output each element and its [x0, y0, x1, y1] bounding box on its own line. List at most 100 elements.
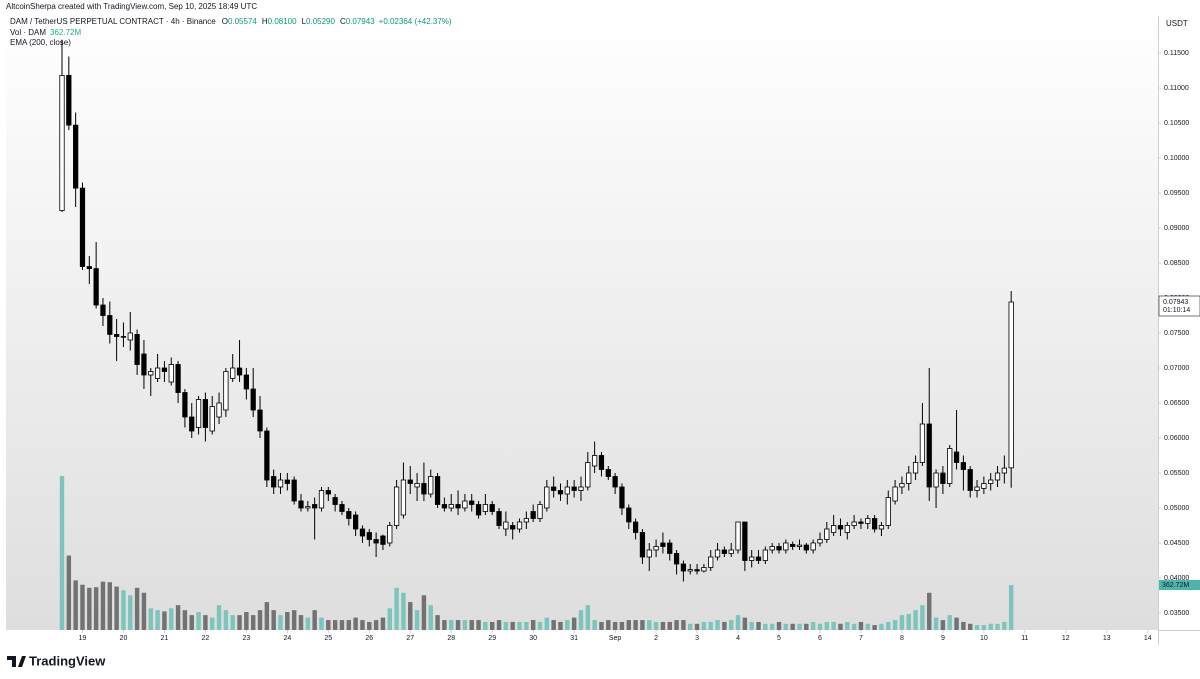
candle-body [503, 521, 509, 530]
candle-body [271, 476, 277, 488]
candle-body [926, 423, 932, 488]
candle-body [742, 521, 748, 561]
candle-body [86, 266, 92, 270]
volume-bar [326, 620, 331, 630]
volume-bar [257, 610, 263, 630]
candle-body [195, 399, 202, 428]
candle-body [708, 556, 714, 568]
candle-body [141, 353, 147, 376]
candle-body [598, 455, 605, 470]
candle-body [516, 521, 523, 530]
volume-bar [899, 615, 905, 630]
candle-body [332, 497, 338, 505]
candle-body [462, 500, 468, 509]
candle-body [660, 542, 666, 547]
volume-bar [380, 617, 386, 630]
volume-bar [496, 620, 502, 630]
candle-body [1008, 301, 1014, 469]
candle-body [605, 469, 611, 477]
y-tick-label: 0.03500 [1164, 610, 1189, 617]
candle-body [434, 476, 441, 505]
y-tick-label: 0.05000 [1164, 505, 1189, 512]
candle-body [448, 504, 454, 509]
candle-body [571, 486, 577, 491]
volume-bar [851, 623, 857, 630]
volume-bar [230, 615, 235, 630]
x-tick-label: 8 [900, 635, 904, 642]
x-tick-label: 30 [529, 635, 537, 642]
candle-body [899, 483, 905, 488]
volume-bar [59, 476, 65, 630]
candle-body [940, 472, 946, 484]
x-tick-label: 19 [79, 635, 87, 642]
volume-bar [728, 620, 734, 630]
candle-body [66, 75, 72, 126]
volume-bar [633, 620, 638, 630]
x-tick-label: 12 [1062, 635, 1070, 642]
candle-body [380, 535, 386, 545]
candle-body [428, 476, 434, 495]
candle-body [551, 486, 557, 491]
candle-body [325, 490, 331, 495]
brand: TradingView [7, 653, 106, 668]
y-tick-label: 0.10000 [1164, 155, 1189, 162]
ema-legend: EMA (200, close) [10, 38, 71, 47]
volume-bar [305, 617, 311, 630]
candle-body [810, 542, 816, 551]
y-tick-label: 0.04500 [1164, 540, 1189, 547]
volume-bar [886, 621, 891, 630]
candle-body [735, 521, 741, 551]
y-tick-label: 0.09000 [1164, 225, 1189, 232]
volume-bar [585, 605, 591, 630]
candle-body [578, 486, 584, 491]
volume-bar [271, 610, 276, 630]
candle-body [496, 511, 502, 526]
volume-bar [674, 620, 679, 630]
volume-bar [961, 621, 966, 630]
candle-body [93, 268, 99, 306]
volume-bar [688, 623, 693, 630]
candle-body [441, 504, 448, 509]
volume-bar [749, 621, 754, 630]
volume-bar [838, 623, 843, 630]
candle-body [967, 469, 973, 491]
candle-body [960, 462, 967, 470]
volume-bar [285, 612, 290, 630]
volume-bar [203, 615, 208, 630]
volume-bar [462, 620, 468, 630]
candle-body [906, 472, 912, 484]
volume-bar [612, 621, 618, 630]
x-tick-label: 26 [365, 635, 373, 642]
volume-bar [128, 595, 133, 630]
candle-body [585, 462, 591, 488]
volume-bar [360, 620, 365, 630]
candle-body [762, 549, 768, 561]
candle-body [79, 187, 86, 267]
candle-body [414, 483, 420, 488]
candle-body [878, 525, 885, 530]
candle-body [373, 539, 379, 544]
volume-bar [162, 611, 167, 630]
x-tick-label: Sep [609, 635, 622, 642]
candle-body [783, 542, 789, 551]
volume-bar [810, 621, 816, 630]
volume-bar [155, 610, 160, 630]
volume-bar [298, 615, 304, 630]
candle-body [189, 416, 195, 432]
volume-legend-name: Vol · DAM [10, 28, 46, 37]
candle-body [291, 479, 297, 502]
candle-body [981, 483, 987, 489]
volume-bar [551, 620, 556, 630]
candle-body [653, 546, 659, 551]
candle-body [120, 336, 127, 338]
candle-body [714, 549, 721, 558]
candle-body [523, 518, 529, 523]
candle-body [250, 388, 256, 411]
volume-bar [571, 617, 577, 630]
candle-body [530, 511, 536, 519]
volume-bar [373, 620, 379, 630]
candle-body [469, 500, 475, 505]
candle-body [988, 479, 994, 484]
candle-body [359, 528, 366, 537]
candle-body [612, 476, 618, 488]
